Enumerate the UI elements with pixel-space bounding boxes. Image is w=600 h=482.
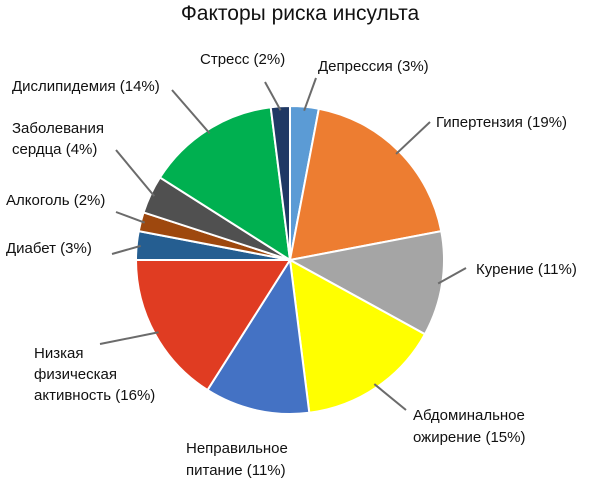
pie-slices — [134, 104, 445, 416]
slice-label-line: питание (11%) — [186, 462, 286, 479]
slice-labels: Депрессия (3%) Гипертензия (19%) Курение (… — [6, 51, 577, 479]
slice-label: Абдоминальное ожирение (15%) — [413, 407, 525, 446]
slice-label-line: Абдоминальное — [413, 407, 525, 424]
pie-slice — [134, 259, 292, 392]
slice-label-line: Низкая — [34, 345, 83, 362]
pie-slice — [288, 258, 427, 414]
slice-label: Низкая физическая активность (16%) — [34, 345, 155, 404]
slice-label-line: Депрессия (3%) — [318, 58, 429, 75]
chart-title: Факторы риска инсульта — [181, 2, 420, 25]
leader-line — [303, 77, 317, 112]
slice-label-line: Стресс (2%) — [200, 51, 285, 68]
pie-slice — [287, 229, 445, 336]
leader-line — [373, 383, 407, 411]
leader-line — [115, 149, 156, 197]
leader-lines — [99, 77, 467, 411]
slice-label-line: Неправильное — [186, 440, 288, 457]
slice-label-line: ожирение (15%) — [413, 429, 525, 446]
slice-label: Неправильное питание (11%) — [186, 440, 288, 479]
slice-label: Депрессия (3%) — [318, 58, 429, 75]
slice-label: Дислипидемия (14%) — [12, 78, 160, 95]
leader-line — [115, 211, 146, 224]
slice-label: Курение (11%) — [476, 261, 577, 278]
pie-slice — [206, 257, 311, 416]
leader-line — [111, 244, 141, 255]
slice-label-line: Гипертензия (19%) — [436, 114, 567, 131]
slice-label: Алкоголь (2%) — [6, 192, 105, 209]
slice-label-line: Алкоголь (2%) — [6, 192, 105, 209]
slice-label-line: Заболевания — [12, 120, 104, 137]
leader-line — [395, 121, 431, 155]
slice-label: Заболевания сердца (4%) — [12, 120, 104, 158]
slice-label-line: Курение (11%) — [476, 261, 577, 278]
leader-line — [264, 81, 282, 111]
slice-label-line: Диабет (3%) — [6, 240, 92, 257]
leader-line — [437, 267, 467, 285]
slice-label-line: активность (16%) — [34, 387, 155, 404]
pie-slice — [269, 104, 291, 261]
leader-line — [99, 331, 159, 345]
slice-label: Диабет (3%) — [6, 240, 92, 257]
slice-label-line: физическая — [34, 366, 117, 383]
slice-label: Гипертензия (19%) — [436, 114, 567, 131]
leader-line — [171, 89, 211, 135]
slice-label-line: сердца (4%) — [12, 141, 97, 158]
slice-label: Стресс (2%) — [200, 51, 285, 68]
slice-label-line: Дислипидемия (14%) — [12, 78, 160, 95]
